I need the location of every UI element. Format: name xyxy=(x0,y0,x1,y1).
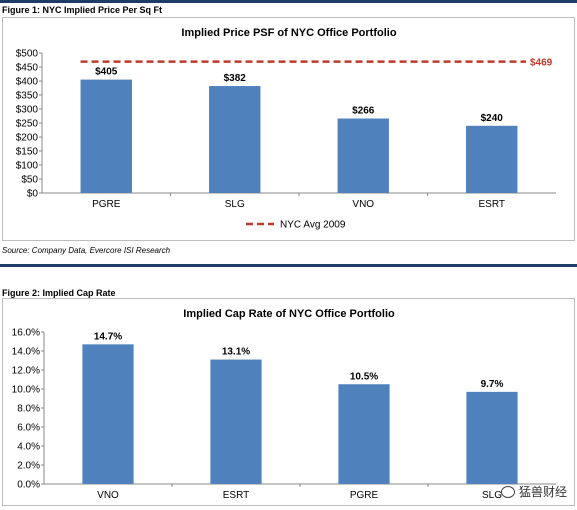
wechat-icon xyxy=(500,485,515,498)
x-tick-label: ESRT xyxy=(223,490,250,501)
data-label: 10.5% xyxy=(350,371,378,382)
y-tick-label: 0.0% xyxy=(17,480,40,491)
watermark: 猛兽财经 xyxy=(500,483,567,500)
x-tick-label: ESRT xyxy=(479,199,506,210)
watermark-text: 猛兽财经 xyxy=(518,485,567,499)
x-tick-label: SLG xyxy=(482,490,502,501)
y-tick-label: 4.0% xyxy=(17,442,40,453)
data-label: 14.7% xyxy=(94,331,122,342)
bar-vno xyxy=(337,118,389,193)
y-tick-label: $300 xyxy=(16,105,39,116)
y-tick-label: $100 xyxy=(16,161,39,172)
bar-esrt xyxy=(466,125,518,193)
section-rule xyxy=(0,264,577,267)
figure1-caption: Figure 1: NYC Implied Price Per Sq Ft xyxy=(2,5,163,15)
bar-pgre xyxy=(338,384,390,484)
figure1-svg: Implied Price PSF of NYC Office Portfoli… xyxy=(16,27,556,231)
x-tick-label: VNO xyxy=(97,490,119,501)
bar-esrt xyxy=(210,359,262,484)
x-tick-label: PGRE xyxy=(350,490,379,501)
bar-slg xyxy=(209,86,261,193)
x-tick-label: VNO xyxy=(352,199,374,210)
figure2-svg: Implied Cap Rate of NYC Office Portfolio… xyxy=(12,308,556,501)
y-tick-label: 14.0% xyxy=(12,347,40,358)
data-label: $240 xyxy=(481,113,504,124)
chart-title: Implied Price PSF of NYC Office Portfoli… xyxy=(181,27,396,39)
top-rule xyxy=(0,0,577,3)
data-label: $405 xyxy=(95,67,118,78)
y-tick-label: 2.0% xyxy=(17,461,40,472)
bar-pgre xyxy=(80,79,132,193)
y-tick-label: $200 xyxy=(16,133,39,144)
legend-label: NYC Avg 2009 xyxy=(280,220,346,231)
figure2-chart: Implied Cap Rate of NYC Office Portfolio… xyxy=(2,298,575,506)
y-tick-label: $500 xyxy=(16,49,39,60)
figure1-source: Source: Company Data, Evercore ISI Resea… xyxy=(2,246,171,255)
y-tick-label: 16.0% xyxy=(12,328,40,339)
y-tick-label: 6.0% xyxy=(17,423,40,434)
y-tick-label: $0 xyxy=(27,189,39,200)
chart-title: Implied Cap Rate of NYC Office Portfolio xyxy=(183,308,395,320)
data-label: $382 xyxy=(224,73,247,84)
y-tick-label: 8.0% xyxy=(17,404,40,415)
figure1-chart: Implied Price PSF of NYC Office Portfoli… xyxy=(2,17,575,241)
data-label: $266 xyxy=(352,106,375,117)
x-tick-label: PGRE xyxy=(92,199,121,210)
reference-line-label: $469 xyxy=(530,58,553,69)
bar-slg xyxy=(466,391,518,484)
data-label: 9.7% xyxy=(481,379,504,390)
y-tick-label: $450 xyxy=(16,63,39,74)
y-tick-label: $150 xyxy=(16,147,39,158)
y-tick-label: $50 xyxy=(21,175,38,186)
data-label: 13.1% xyxy=(222,347,250,358)
figure2-caption: Figure 2: Implied Cap Rate xyxy=(2,288,116,298)
y-tick-label: 12.0% xyxy=(12,366,40,377)
x-tick-label: SLG xyxy=(225,199,245,210)
y-tick-label: $250 xyxy=(16,119,39,130)
y-tick-label: $350 xyxy=(16,91,39,102)
bar-vno xyxy=(82,344,134,484)
y-tick-label: $400 xyxy=(16,77,39,88)
y-tick-label: 10.0% xyxy=(12,385,40,396)
